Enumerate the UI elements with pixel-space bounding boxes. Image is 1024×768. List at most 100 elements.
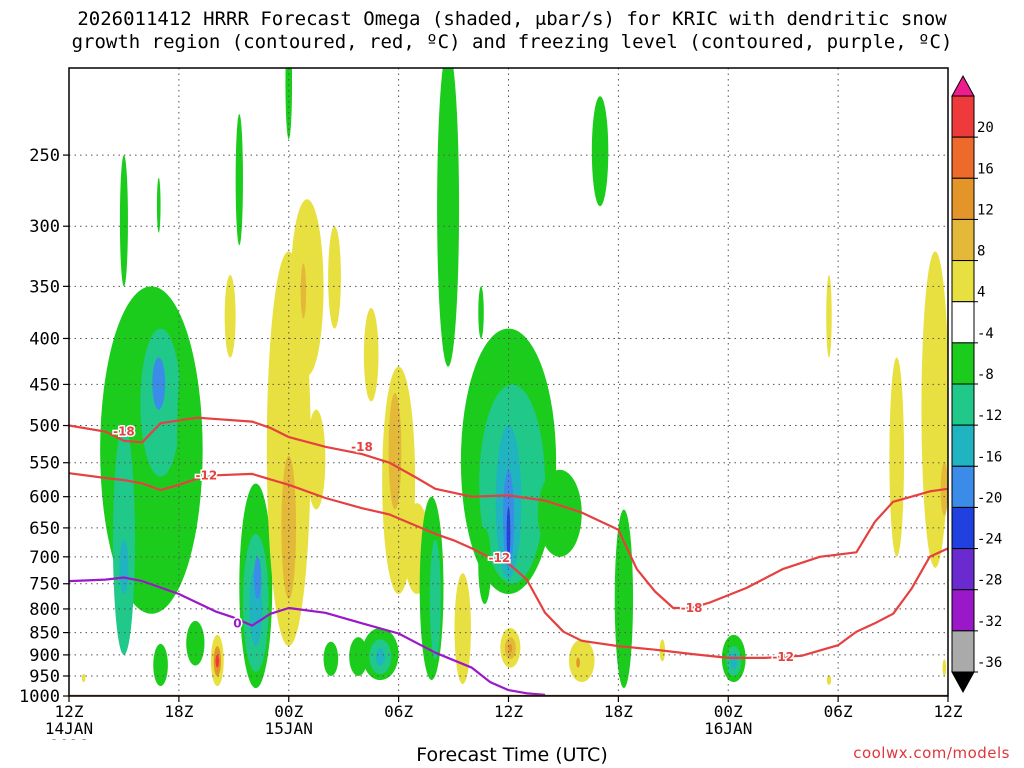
y-tick-label: 650 [29, 519, 60, 539]
omega-region [942, 659, 947, 676]
omega-region [119, 155, 128, 287]
colorbar-swatch [951, 177, 975, 220]
contour-line--18 [69, 416, 948, 610]
colorbar-tick-label: 12 [977, 202, 994, 218]
contour-line-0 [69, 576, 546, 696]
contour-label: -18 [113, 425, 135, 439]
x-tick-label: 00Z [274, 702, 303, 721]
omega-region [281, 455, 297, 600]
colorbar-swatch [951, 218, 975, 262]
colorbar-swatch [951, 136, 975, 179]
omega-region [285, 68, 293, 140]
colorbar-tick-label: -32 [977, 614, 1002, 630]
omega-region [307, 409, 326, 510]
y-tick-label: 700 [29, 548, 60, 568]
omega-region [153, 643, 168, 687]
x-tick-label: 12Z [55, 702, 84, 721]
colorbar-tick-label: 4 [977, 285, 985, 301]
omega-region [508, 643, 513, 653]
omega-region [921, 251, 948, 568]
x-tick-label: 18Z [604, 702, 633, 721]
colorbar-swatch [951, 301, 975, 344]
omega-region [826, 675, 832, 685]
y-tick-label: 450 [29, 375, 60, 395]
colorbar-swatch [951, 424, 975, 467]
colorbar-swatch [951, 95, 975, 138]
x-tick-label: 2026 [50, 736, 89, 740]
colorbar-top-triangle [951, 74, 975, 97]
omega-region [478, 286, 484, 339]
y-tick-label: 500 [29, 417, 60, 437]
pressure-axis: 2503003504004505005506006507007508008509… [19, 146, 69, 707]
source-credit[interactable]: coolwx.com/models [853, 744, 1010, 762]
contour-label: -12 [489, 551, 511, 565]
omega-region [437, 68, 460, 367]
omega-region [576, 657, 580, 668]
colorbar-tick-label: -36 [977, 655, 1002, 671]
omega-time-height-chart: -18 -18 -18 -12 -12 -12 0 250 300 350 400 450 500 55… [19, 67, 1002, 740]
y-tick-label: 350 [29, 277, 60, 297]
x-tick-label: 06Z [824, 702, 853, 721]
omega-region [388, 392, 402, 510]
colorbar-tick-label: -24 [977, 532, 1002, 548]
y-tick-label: 850 [29, 624, 60, 644]
y-tick-label: 900 [29, 646, 60, 666]
omega-region [591, 96, 609, 207]
omega-region [506, 506, 511, 560]
y-tick-label: 1000 [19, 687, 60, 707]
chart-title-line-1: 2026011412 HRRR Forecast Omega (shaded, … [77, 8, 947, 30]
omega-region [537, 469, 582, 557]
omega-region [215, 654, 220, 668]
y-tick-label: 300 [29, 217, 60, 237]
contour-label: -18 [681, 601, 703, 615]
y-tick-label: 950 [29, 667, 60, 687]
omega-colorbar: 20 16 12 8 4 -4 -8 -12 -16 -20 -24 -28 -32 -36 [951, 74, 1002, 694]
colorbar-tick-label: -4 [977, 326, 994, 342]
x-tick-label: 00Z [714, 702, 743, 721]
omega-region [328, 226, 341, 329]
x-tick-label: 14JAN [45, 719, 93, 738]
omega-region [224, 275, 236, 358]
contour-label: -12 [772, 650, 794, 664]
temperature-contours: -18 -18 -18 -12 -12 -12 0 [69, 416, 948, 696]
omega-region [478, 527, 492, 605]
y-tick-label: 600 [29, 488, 60, 508]
omega-region [363, 308, 379, 402]
colorbar-tick-label: -20 [977, 490, 1002, 506]
y-tick-label: 800 [29, 600, 60, 620]
colorbar-swatch [951, 383, 975, 426]
colorbar-tick-label: 16 [977, 161, 994, 177]
omega-region [300, 263, 307, 319]
time-axis: 12Z14JAN202618Z00Z15JAN06Z12Z18Z00Z16JAN… [45, 696, 963, 740]
contour-line--12 [69, 472, 948, 659]
contour-label: -18 [351, 440, 373, 454]
colorbar-swatch [951, 589, 975, 632]
omega-region [177, 348, 196, 528]
x-tick-label: 12Z [494, 702, 523, 721]
omega-region [235, 113, 243, 246]
omega-region [186, 620, 205, 666]
chart-title-line-2: growth region (contoured, red, ºC) and f… [71, 31, 953, 53]
omega-region [454, 573, 471, 685]
x-tick-label: 15JAN [265, 719, 313, 738]
y-tick-label: 250 [29, 146, 60, 166]
omega-region [290, 199, 324, 376]
colorbar-tick-label: -8 [977, 367, 994, 383]
omega-region [826, 275, 832, 358]
y-tick-label: 400 [29, 329, 60, 349]
x-axis-title: Forecast Time (UTC) [416, 744, 608, 766]
colorbar-tick-label: 8 [977, 244, 985, 260]
omega-region [152, 357, 166, 410]
omega-region [253, 556, 262, 600]
x-tick-label: 06Z [384, 702, 413, 721]
omega-region [156, 177, 161, 233]
contour-label: 0 [233, 616, 241, 630]
omega-region [81, 673, 86, 683]
omega-region [375, 648, 385, 666]
colorbar-swatch [951, 506, 975, 550]
colorbar-swatch [951, 260, 975, 303]
y-tick-label: 550 [29, 454, 60, 474]
colorbar-swatch [951, 342, 975, 385]
x-tick-label: 16JAN [704, 719, 752, 738]
omega-region [119, 539, 129, 595]
